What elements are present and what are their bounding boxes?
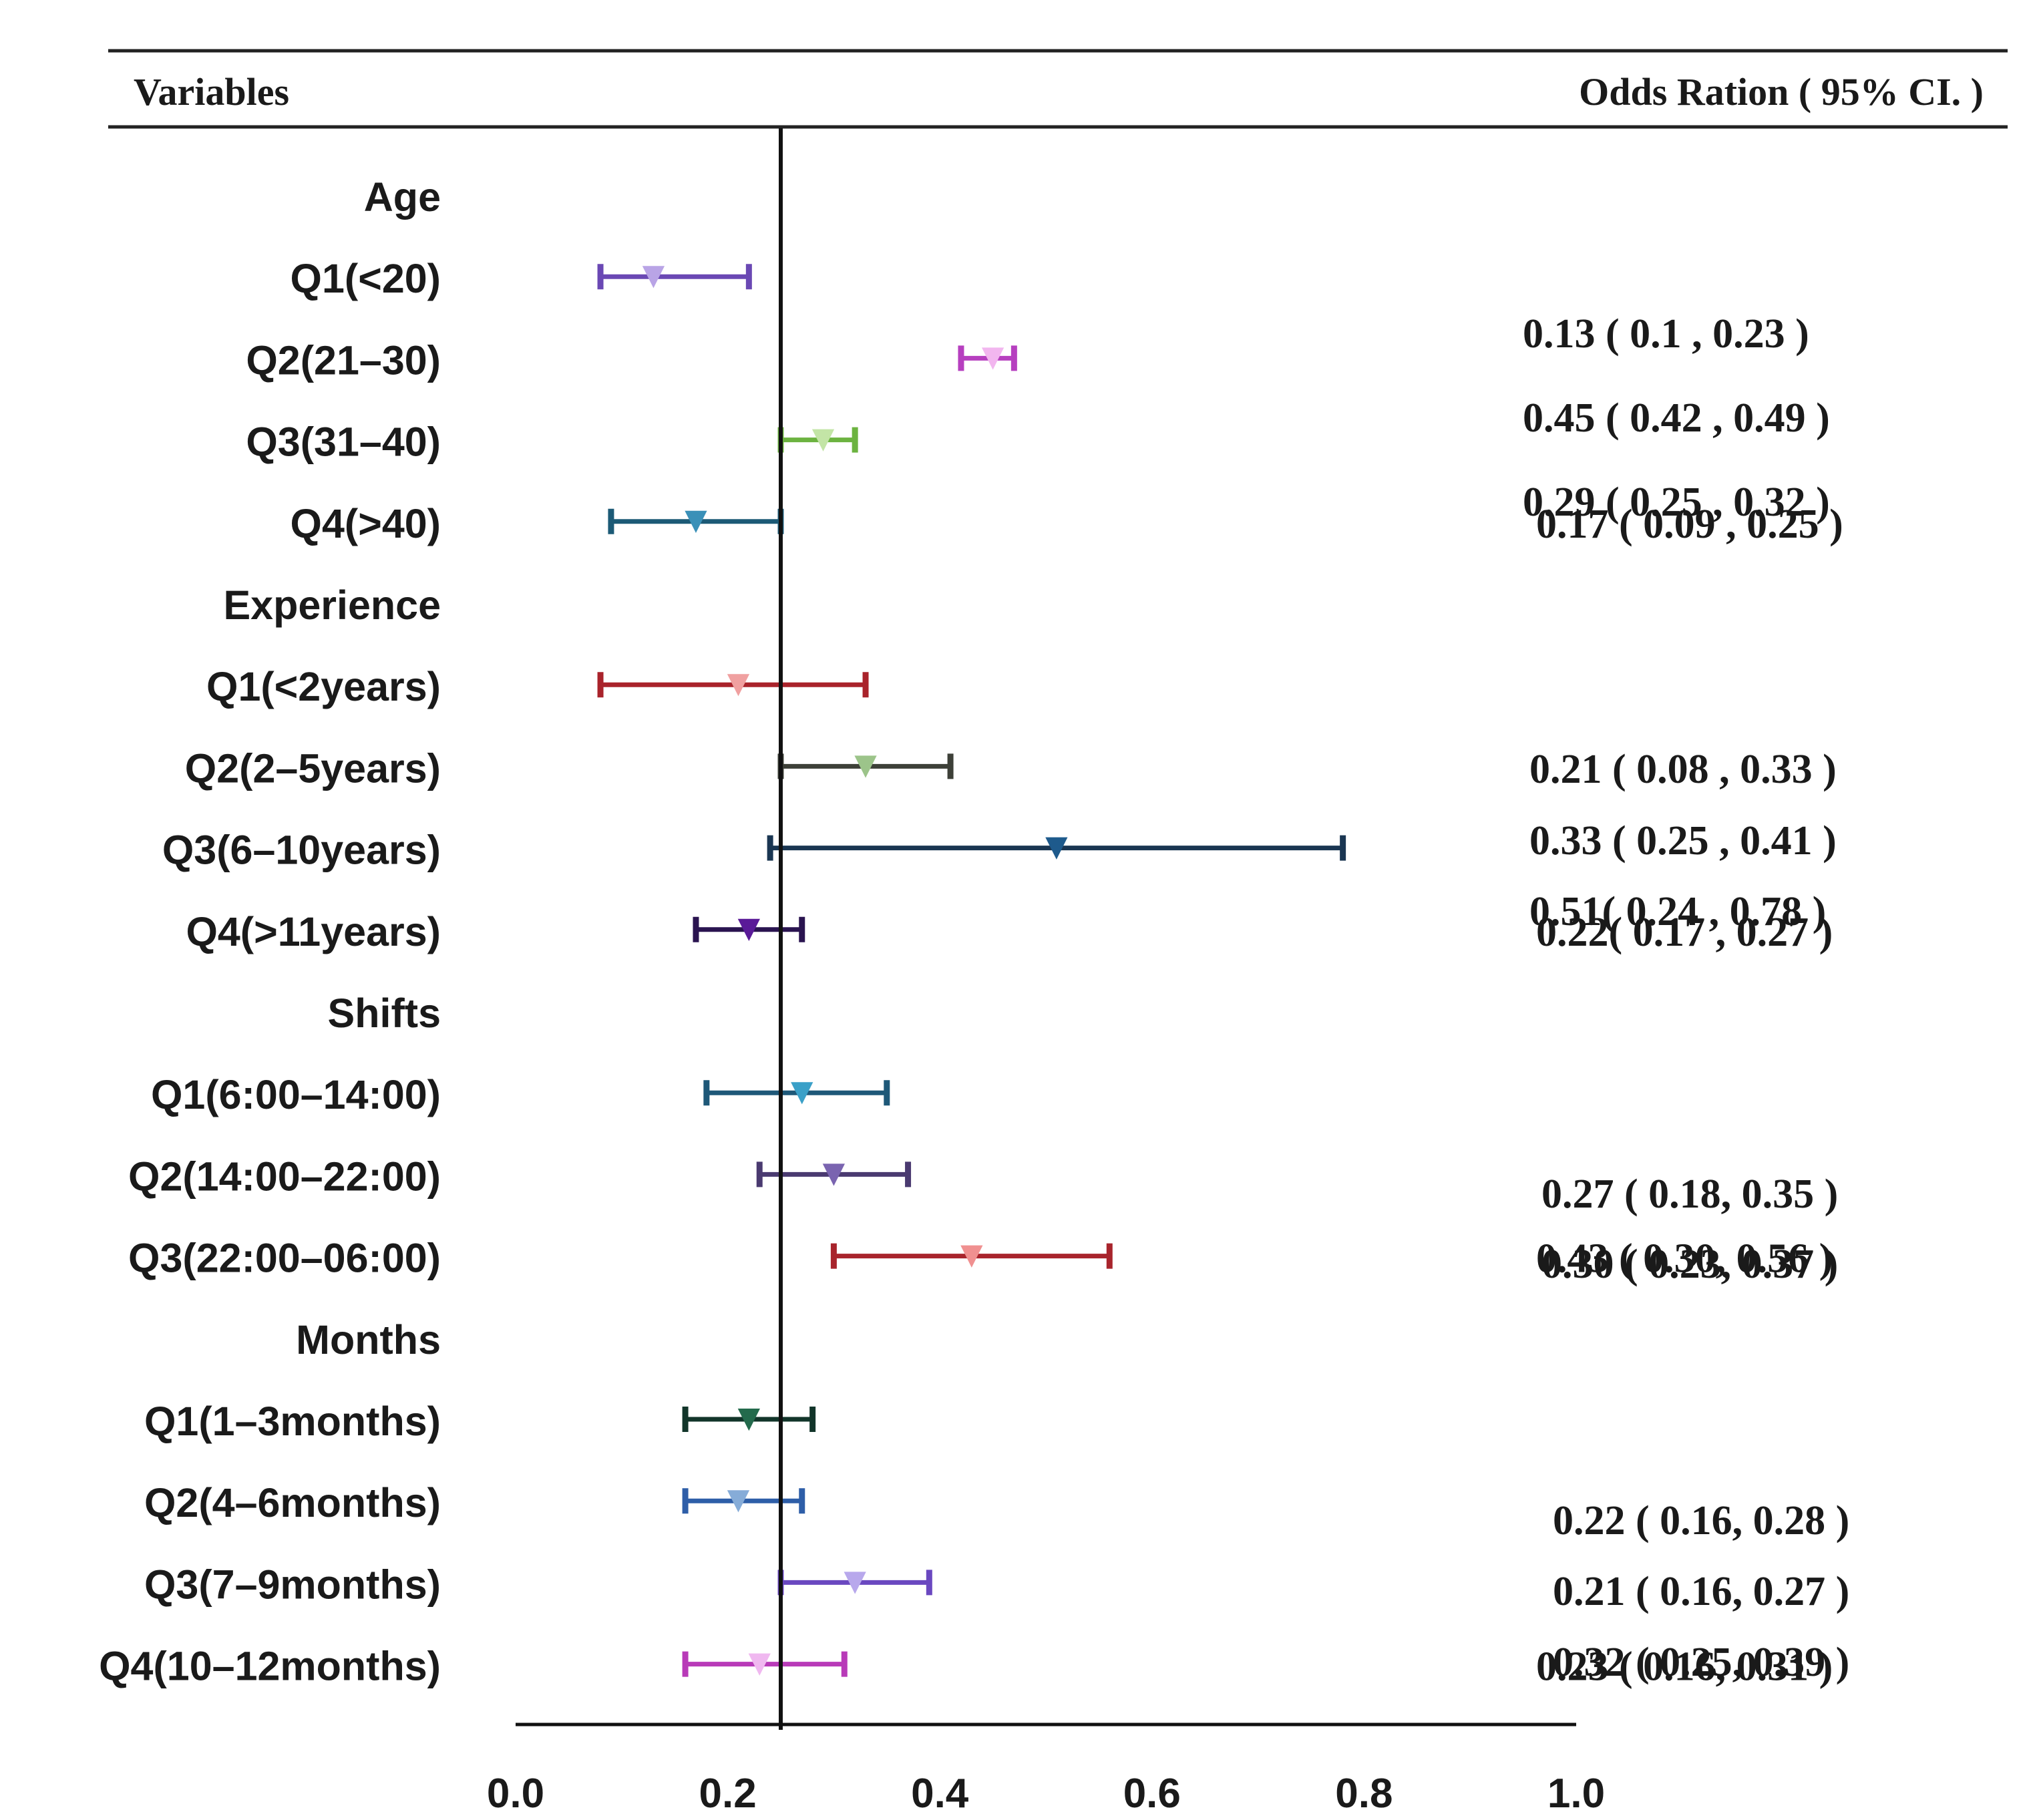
odds-ratio-text: 0.32 ( 0.25, 0.39 ) [1553,1640,1849,1685]
group-label: Experience [223,582,441,628]
estimate-marker [822,1163,846,1186]
row-label: Q1(<2years) [206,664,441,709]
odds-ratio-text: 0.27 ( 0.18, 0.35 ) [1541,1171,1838,1217]
odds-ratio-text: 0.17 ( 0.09 , 0.25 ) [1536,502,1843,547]
row-label: Q3(6–10years) [162,828,441,873]
row-label: Q1(6:00–14:00) [151,1072,441,1117]
plot-rows: Age Q1(<20) 0.13 ( 0.1 , 0.23 ) Q2(21–30) 0.… [99,174,1849,1690]
estimate-marker [854,755,877,778]
odds-ratio-text: 0.13 ( 0.1 , 0.23 ) [1523,311,1809,357]
x-tick-label: 0.6 [1123,1771,1181,1817]
row-label: Q3(31–40) [246,419,441,465]
ci-row [756,1161,912,1188]
x-tick-label: 0.4 [911,1771,969,1817]
row-label: Q2(2–5years) [185,745,441,791]
ci-row [777,427,858,453]
odds-ratio-text: 0.51( 0.24 , 0.78 ) [1529,889,1826,934]
row-label: Q1(<20) [291,256,441,301]
row-label: Q2(4–6months) [144,1480,441,1525]
ci-row [703,1080,890,1106]
x-axis: 0.0 0.2 0.4 0.6 0.8 1.0 [487,128,1605,1817]
estimate-marker [811,429,835,451]
odds-ratio-text: 0.30 ( 0.23, 0.37 ) [1541,1242,1838,1287]
estimate-marker [685,510,707,534]
row-label: Q2(21–30) [246,337,441,383]
ci-row [682,1651,848,1677]
row-label: Q2(14:00–22:00) [128,1153,441,1199]
estimate-marker [960,1245,983,1268]
group-label: Age [364,174,441,220]
row-label: Q1(1–3months) [144,1399,441,1444]
x-tick-label: 0.8 [1335,1771,1393,1817]
row-label: Q4(>11years) [186,909,441,954]
odds-ratio-text: 0.23 ( 0.16, 0.31 ) [1536,1644,1833,1690]
group-label: Months [296,1317,441,1362]
odds-ratio-text: 0.21 ( 0.16, 0.27 ) [1553,1569,1849,1614]
ci-row [777,753,954,779]
ci-row [767,835,1346,861]
variables-header: Variables [134,70,289,114]
x-tick-label: 0.0 [487,1771,544,1817]
estimate-marker [844,1572,866,1594]
ci-row [682,1407,816,1432]
row-label: Q4(>40) [291,501,441,546]
odds-ratio-text: 0.33 ( 0.25 , 0.41 ) [1529,818,1837,864]
odds-ratio-text: 0.29 ( 0.25 , 0.32 ) [1523,480,1830,525]
row-label: Q4(10–12months) [99,1644,441,1689]
odds-ratio-text: 0.43 ( 0.30, 0.56 ) [1536,1236,1833,1282]
estimate-marker [737,1409,760,1431]
ci-row [597,672,869,698]
ci-row [597,264,752,290]
estimate-marker [1045,837,1068,860]
estimate-marker [642,266,665,289]
estimate-marker [748,1653,771,1676]
ci-row [693,916,805,942]
row-label: Q3(7–9months) [144,1562,441,1607]
row-label: Q3(22:00–06:00) [128,1236,441,1281]
odds-ratio-text: 0.22( 0.17 , 0.27 ) [1536,910,1833,955]
estimate-marker [737,918,760,942]
estimate-marker [727,1490,750,1513]
ci-row [830,1243,1113,1269]
x-tick-label: 0.2 [699,1771,756,1817]
estimate-marker [981,347,1004,370]
ci-row [682,1488,805,1514]
odds-ratio-text: 0.45 ( 0.42 , 0.49 ) [1523,395,1830,441]
estimate-marker [727,674,750,697]
estimate-marker [791,1082,813,1105]
group-label: Shifts [328,990,441,1036]
x-tick-label: 1.0 [1547,1771,1605,1817]
odds-ratio-text: 0.22 ( 0.16, 0.28 ) [1553,1498,1849,1543]
odds-ratio-text: 0.21 ( 0.08 , 0.33 ) [1529,747,1837,792]
ci-row [777,1570,932,1596]
ci-row [608,508,784,534]
ci-row [958,345,1017,371]
odds-ratio-header: Odds Ration ( 95% CI. ) [1579,70,1984,114]
